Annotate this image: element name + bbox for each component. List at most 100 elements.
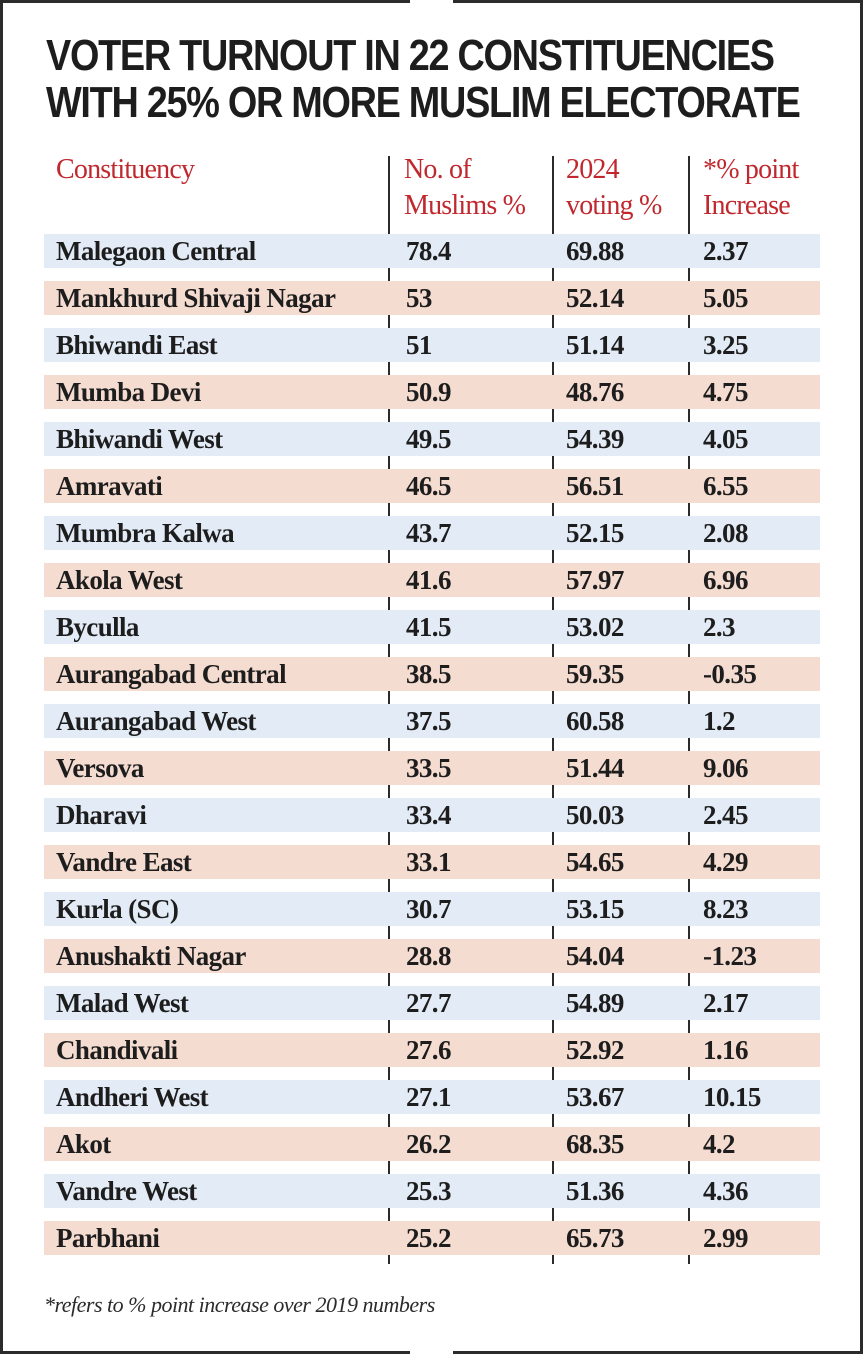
cell-voting: 52.92: [566, 1035, 624, 1065]
table-row: Bhiwandi East 51 51.14 3.25: [44, 328, 820, 362]
table-row: Chandivali 27.6 52.92 1.16: [44, 1033, 820, 1067]
column-header-increase: *% point Increase: [703, 152, 799, 224]
cell-name: Parbhani: [56, 1223, 160, 1253]
cell-muslims: 49.5: [406, 424, 451, 454]
cell-muslims: 51: [406, 330, 432, 360]
column-header-constituency: Constituency: [56, 152, 195, 188]
cell-increase: 2.37: [703, 236, 748, 266]
cell-voting: 53.67: [566, 1082, 624, 1112]
cell-muslims: 78.4: [406, 236, 451, 266]
column-header-line: No. of: [404, 154, 472, 185]
column-header-line: voting %: [566, 190, 662, 221]
cell-voting: 54.65: [566, 847, 624, 877]
cell-increase: 4.36: [703, 1176, 748, 1206]
table-row: Amravati 46.5 56.51 6.55: [44, 469, 820, 503]
cell-voting: 59.35: [566, 659, 624, 689]
cell-name: Amravati: [56, 471, 163, 501]
cell-voting: 52.15: [566, 518, 624, 548]
cell-increase: 4.75: [703, 377, 748, 407]
cell-muslims: 41.6: [406, 565, 451, 595]
cell-name: Aurangabad Central: [56, 659, 287, 689]
cell-name: Vandre East: [56, 847, 192, 877]
cell-increase: 8.23: [703, 894, 748, 924]
column-header-line: Constituency: [56, 154, 195, 185]
table-body: Malegaon Central 78.4 69.88 2.37 Mankhurd Sh…: [44, 234, 820, 1268]
cell-voting: 69.88: [566, 236, 624, 266]
cell-muslims: 33.1: [406, 847, 451, 877]
cell-voting: 54.39: [566, 424, 624, 454]
cell-name: Malegaon Central: [56, 236, 256, 266]
cell-increase: 2.3: [703, 612, 736, 642]
table-row: Mumba Devi 50.9 48.76 4.75: [44, 375, 820, 409]
cell-increase: 9.06: [703, 753, 748, 783]
cell-increase: 4.2: [703, 1129, 736, 1159]
cell-increase: 2.08: [703, 518, 748, 548]
title-line-1: VOTER TURNOUT IN 22 CONSTITUENCIES: [46, 31, 775, 80]
table-row: Versova 33.5 51.44 9.06: [44, 751, 820, 785]
column-header-line: Muslims %: [404, 190, 526, 221]
cell-voting: 54.04: [566, 941, 624, 971]
frame-border-top-right: [453, 0, 863, 3]
cell-name: Mankhurd Shivaji Nagar: [56, 283, 336, 313]
table-row: Vandre East 33.1 54.65 4.29: [44, 845, 820, 879]
column-header-line: *% point: [703, 154, 799, 185]
cell-name: Byculla: [56, 612, 139, 642]
cell-muslims: 33.4: [406, 800, 451, 830]
cell-voting: 53.15: [566, 894, 624, 924]
table-row: Aurangabad Central 38.5 59.35 -0.35: [44, 657, 820, 691]
table-row: Malegaon Central 78.4 69.88 2.37: [44, 234, 820, 268]
cell-name: Versova: [56, 753, 144, 783]
cell-voting: 50.03: [566, 800, 624, 830]
cell-muslims: 27.1: [406, 1082, 451, 1112]
table-row: Aurangabad West 37.5 60.58 1.2: [44, 704, 820, 738]
cell-increase: 2.17: [703, 988, 748, 1018]
frame-border-bottom-right: [453, 1351, 863, 1354]
cell-name: Chandivali: [56, 1035, 178, 1065]
cell-name: Mumba Devi: [56, 377, 201, 407]
table-row: Andheri West 27.1 53.67 10.15: [44, 1080, 820, 1114]
cell-increase: -0.35: [703, 659, 757, 689]
cell-voting: 52.14: [566, 283, 624, 313]
cell-increase: 6.55: [703, 471, 748, 501]
cell-muslims: 41.5: [406, 612, 451, 642]
table-row: Vandre West 25.3 51.36 4.36: [44, 1174, 820, 1208]
cell-increase: 1.16: [703, 1035, 748, 1065]
cell-increase: 6.96: [703, 565, 748, 595]
cell-name: Dharavi: [56, 800, 147, 830]
cell-increase: 2.99: [703, 1223, 748, 1253]
column-header-muslims: No. of Muslims %: [404, 152, 526, 224]
cell-voting: 60.58: [566, 706, 624, 736]
cell-increase: 2.45: [703, 800, 748, 830]
cell-voting: 68.35: [566, 1129, 624, 1159]
cell-name: Vandre West: [56, 1176, 197, 1206]
cell-voting: 57.97: [566, 565, 624, 595]
cell-voting: 54.89: [566, 988, 624, 1018]
cell-muslims: 30.7: [406, 894, 451, 924]
cell-name: Anushakti Nagar: [56, 941, 246, 971]
cell-voting: 51.36: [566, 1176, 624, 1206]
cell-increase: 4.29: [703, 847, 748, 877]
cell-increase: 3.25: [703, 330, 748, 360]
table-row: Parbhani 25.2 65.73 2.99: [44, 1221, 820, 1255]
cell-voting: 51.44: [566, 753, 624, 783]
cell-muslims: 28.8: [406, 941, 451, 971]
cell-name: Malad West: [56, 988, 189, 1018]
cell-voting: 65.73: [566, 1223, 624, 1253]
cell-voting: 48.76: [566, 377, 624, 407]
cell-name: Mumbra Kalwa: [56, 518, 235, 548]
cell-increase: 1.2: [703, 706, 736, 736]
chart-title: VOTER TURNOUT IN 22 CONSTITUENCIES WITH …: [46, 31, 801, 126]
cell-muslims: 50.9: [406, 377, 451, 407]
footnote: *refers to % point increase over 2019 nu…: [44, 1292, 435, 1317]
frame-border-right: [860, 0, 863, 1354]
table-row: Mankhurd Shivaji Nagar 53 52.14 5.05: [44, 281, 820, 315]
column-header-line: Increase: [703, 190, 791, 221]
cell-name: Akot: [56, 1129, 111, 1159]
cell-muslims: 27.7: [406, 988, 451, 1018]
cell-muslims: 25.2: [406, 1223, 451, 1253]
cell-name: Bhiwandi East: [56, 330, 218, 360]
cell-muslims: 38.5: [406, 659, 451, 689]
table-row: Malad West 27.7 54.89 2.17: [44, 986, 820, 1020]
table-row: Mumbra Kalwa 43.7 52.15 2.08: [44, 516, 820, 550]
cell-increase: -1.23: [703, 941, 757, 971]
